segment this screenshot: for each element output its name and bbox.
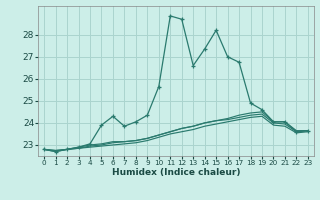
X-axis label: Humidex (Indice chaleur): Humidex (Indice chaleur) <box>112 168 240 177</box>
